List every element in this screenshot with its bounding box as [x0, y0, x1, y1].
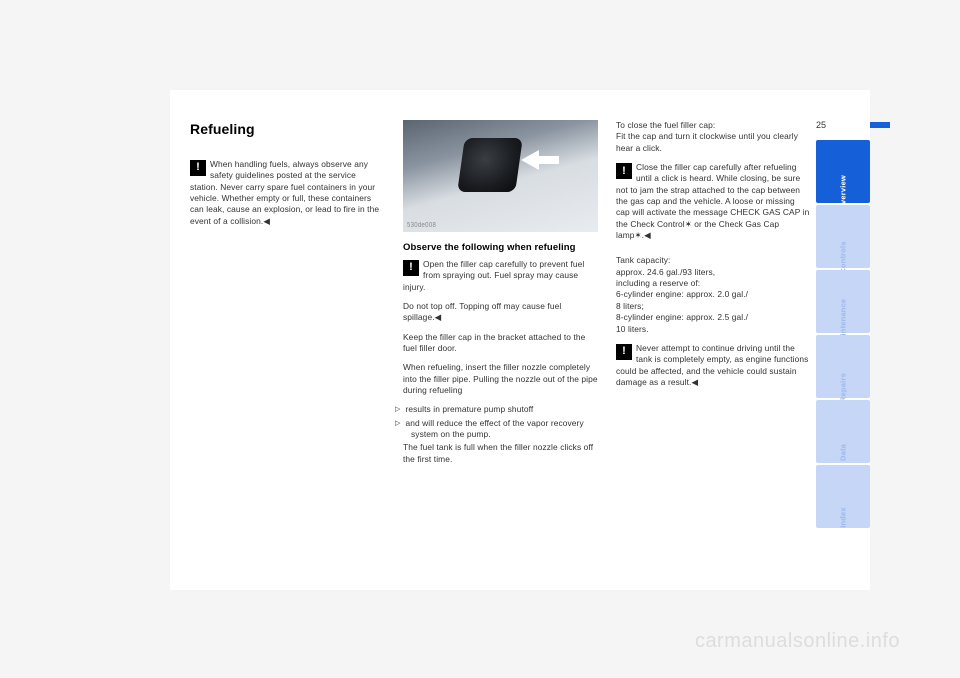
column-1: Refueling When handling fuels, always ob… [190, 120, 385, 570]
paragraph: Fit the cap and turn it clockwise until … [616, 131, 811, 154]
subheading: Observe the following when refueling [403, 242, 598, 255]
manual-page: 25 Refueling When handling fuels, always… [170, 90, 870, 590]
tab-maintenance[interactable]: Maintenance [816, 270, 870, 333]
tab-index[interactable]: Index [816, 465, 870, 528]
warning-icon [616, 344, 632, 360]
paragraph: 8-cylinder engine: approx. 2.5 gal./ [616, 312, 811, 323]
paragraph: Do not top off. Topping off may cause fu… [403, 301, 598, 324]
column-3: To close the fuel filler cap: Fit the ca… [616, 120, 811, 570]
warning-icon [190, 160, 206, 176]
list-item: ▷ results in premature pump shutoff [403, 404, 598, 415]
warning-block-3: Close the filler cap carefully after ref… [616, 162, 811, 241]
fuel-door-image: 530de008 [403, 120, 598, 232]
warning-block-1: When handling fuels, always observe any … [190, 159, 385, 227]
paragraph: Keep the filler cap in the bracket attac… [403, 332, 598, 355]
column-2: 530de008 Observe the following when refu… [403, 120, 598, 570]
watermark: carmanualsonline.info [695, 630, 900, 653]
content-columns: Refueling When handling fuels, always ob… [190, 120, 816, 570]
accent-bar [870, 122, 890, 128]
warning-block-4: Never attempt to continue driving until … [616, 343, 811, 388]
warning-text: Close the filler cap carefully after ref… [616, 162, 809, 240]
warning-icon [403, 260, 419, 276]
paragraph: 6-cylinder engine: approx. 2.0 gal./ [616, 289, 811, 300]
paragraph: 10 liters. [616, 324, 811, 335]
tab-data[interactable]: Data [816, 400, 870, 463]
warning-block-2: Open the filler cap carefully to prevent… [403, 259, 598, 293]
paragraph: 8 liters; [616, 301, 811, 312]
paragraph: including a reserve of: [616, 278, 811, 289]
warning-text: When handling fuels, always observe any … [190, 159, 379, 226]
page-number: 25 [816, 120, 826, 130]
warning-text: Never attempt to continue driving until … [616, 343, 808, 387]
tab-controls[interactable]: Controls [816, 205, 870, 268]
page-title: Refueling [190, 120, 385, 139]
warning-icon [616, 163, 632, 179]
image-code: 530de008 [407, 221, 436, 231]
list-item: ▷ and will reduce the effect of the vapo… [403, 418, 598, 441]
paragraph: approx. 24.6 gal./93 liters, [616, 267, 811, 278]
tab-repairs[interactable]: Repairs [816, 335, 870, 398]
paragraph: The fuel tank is full when the filler no… [403, 442, 598, 465]
warning-text: Open the filler cap carefully to prevent… [403, 259, 584, 292]
paragraph: Tank capacity: [616, 255, 811, 266]
tab-overview[interactable]: Overview [816, 140, 870, 203]
side-tabs: Overview Controls Maintenance Repairs Da… [816, 120, 870, 570]
paragraph: When refueling, insert the filler nozzle… [403, 362, 598, 396]
paragraph: To close the fuel filler cap: [616, 120, 811, 131]
